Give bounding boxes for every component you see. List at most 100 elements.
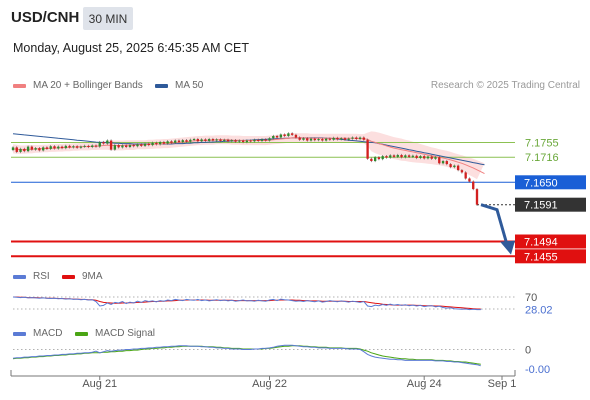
candle-body [223, 139, 226, 141]
candle-body [109, 140, 113, 150]
candle-body [370, 158, 373, 162]
candle-body [200, 139, 203, 142]
candle-body [358, 137, 362, 140]
projection-arrow-line [480, 203, 509, 246]
candle-body [177, 140, 181, 143]
legend-label-ma50: MA 50 [175, 80, 204, 91]
candle-body [441, 161, 445, 164]
candle-body [392, 155, 396, 157]
candle-body [68, 145, 71, 148]
rsi-9ma-line [13, 296, 481, 310]
candle-body [30, 146, 34, 150]
candle-body [196, 139, 200, 142]
candle-body [192, 139, 196, 141]
legend-ma50: MA 50 [155, 80, 203, 91]
bollinger-band [13, 131, 485, 180]
candle-body [257, 139, 260, 141]
candle-body [11, 147, 15, 151]
candle-body [366, 139, 369, 159]
candle-body [396, 154, 399, 157]
candle-body [268, 138, 271, 141]
candle-body [57, 146, 60, 149]
candle-body [385, 156, 388, 158]
candle-body [389, 155, 392, 158]
rsi-level-label: 70 [525, 292, 537, 304]
candle-body [26, 146, 30, 152]
candle-body [264, 139, 267, 141]
candle-body [49, 146, 52, 149]
candle-body [140, 144, 143, 146]
candle-body [226, 139, 230, 142]
candle-body [151, 142, 154, 146]
candle-body [211, 139, 215, 141]
legend-swatch-ma20 [13, 83, 26, 88]
projection-arrowhead [500, 240, 515, 255]
macd-signal-line [12, 345, 481, 365]
macd-line [12, 344, 481, 367]
candle-body [158, 142, 162, 145]
candle-body [136, 144, 139, 147]
candle-body [351, 137, 354, 139]
chart-datetime: Monday, August 25, 2025 6:45:35 AM CET [13, 41, 250, 55]
candle-body [23, 148, 26, 152]
candle-body [113, 145, 117, 150]
level-label-7.1494: 7.1494 [524, 237, 558, 249]
candle-body [343, 138, 347, 140]
candle-body [230, 140, 233, 142]
macd-last-value: -0.00 [525, 364, 550, 376]
candle-body [287, 133, 290, 136]
candle-body [253, 139, 256, 142]
candle-body [174, 140, 177, 143]
candle-body [336, 137, 339, 140]
rsi-last-value: 28.02 [525, 305, 553, 317]
candle-body [445, 161, 448, 165]
candle-body [340, 138, 343, 140]
candle-body [245, 140, 249, 143]
legend-label-macd: MACD [33, 328, 63, 339]
candle-body [155, 142, 158, 145]
x-tick-label: Aug 22 [252, 378, 287, 390]
legend-swatch-macd-signal [75, 331, 88, 336]
candle-body [162, 142, 166, 144]
candle-body [87, 145, 90, 147]
legend-macd-signal: MACD Signal [75, 328, 155, 339]
candle-body [207, 139, 211, 141]
timeframe-button[interactable]: 30 MIN [83, 7, 133, 30]
legend-label-macd-signal: MACD Signal [95, 328, 156, 339]
candle-body [468, 178, 471, 182]
level-tag-7.1494 [515, 234, 586, 249]
candle-body [34, 148, 37, 150]
candle-body [117, 145, 120, 148]
candle-body [434, 157, 437, 159]
candle-body [377, 157, 381, 160]
candle-body [400, 154, 403, 158]
candle-body [106, 140, 109, 144]
candle-body [79, 146, 83, 148]
candle-body [260, 139, 264, 141]
candle-body [45, 147, 49, 149]
candle-body [453, 165, 456, 168]
candle-body [298, 137, 301, 140]
legend-rsi: RSI [13, 271, 50, 282]
legend-label-rsi: RSI [33, 271, 50, 282]
candle-body [94, 145, 98, 147]
candle-body [449, 164, 452, 168]
candle-body [275, 135, 279, 138]
candle-body [332, 137, 335, 140]
candle-body [53, 146, 56, 149]
level-tag-7.1650 [515, 175, 586, 190]
rsi-oversold-fill [475, 309, 479, 310]
candle-body [313, 138, 316, 141]
legend-label-ma20: MA 20 + Bollinger Bands [33, 80, 143, 91]
candle-body [475, 189, 479, 205]
level-label-7.1591: 7.1591 [524, 200, 558, 212]
candle-body [279, 134, 283, 138]
candle-body [185, 140, 188, 142]
legend-swatch-ma50 [155, 83, 168, 88]
candle-body [64, 145, 67, 149]
candle-body [426, 156, 430, 159]
candle-body [381, 156, 384, 160]
x-tick-label: Aug 21 [82, 378, 117, 390]
candle-body [241, 140, 245, 143]
